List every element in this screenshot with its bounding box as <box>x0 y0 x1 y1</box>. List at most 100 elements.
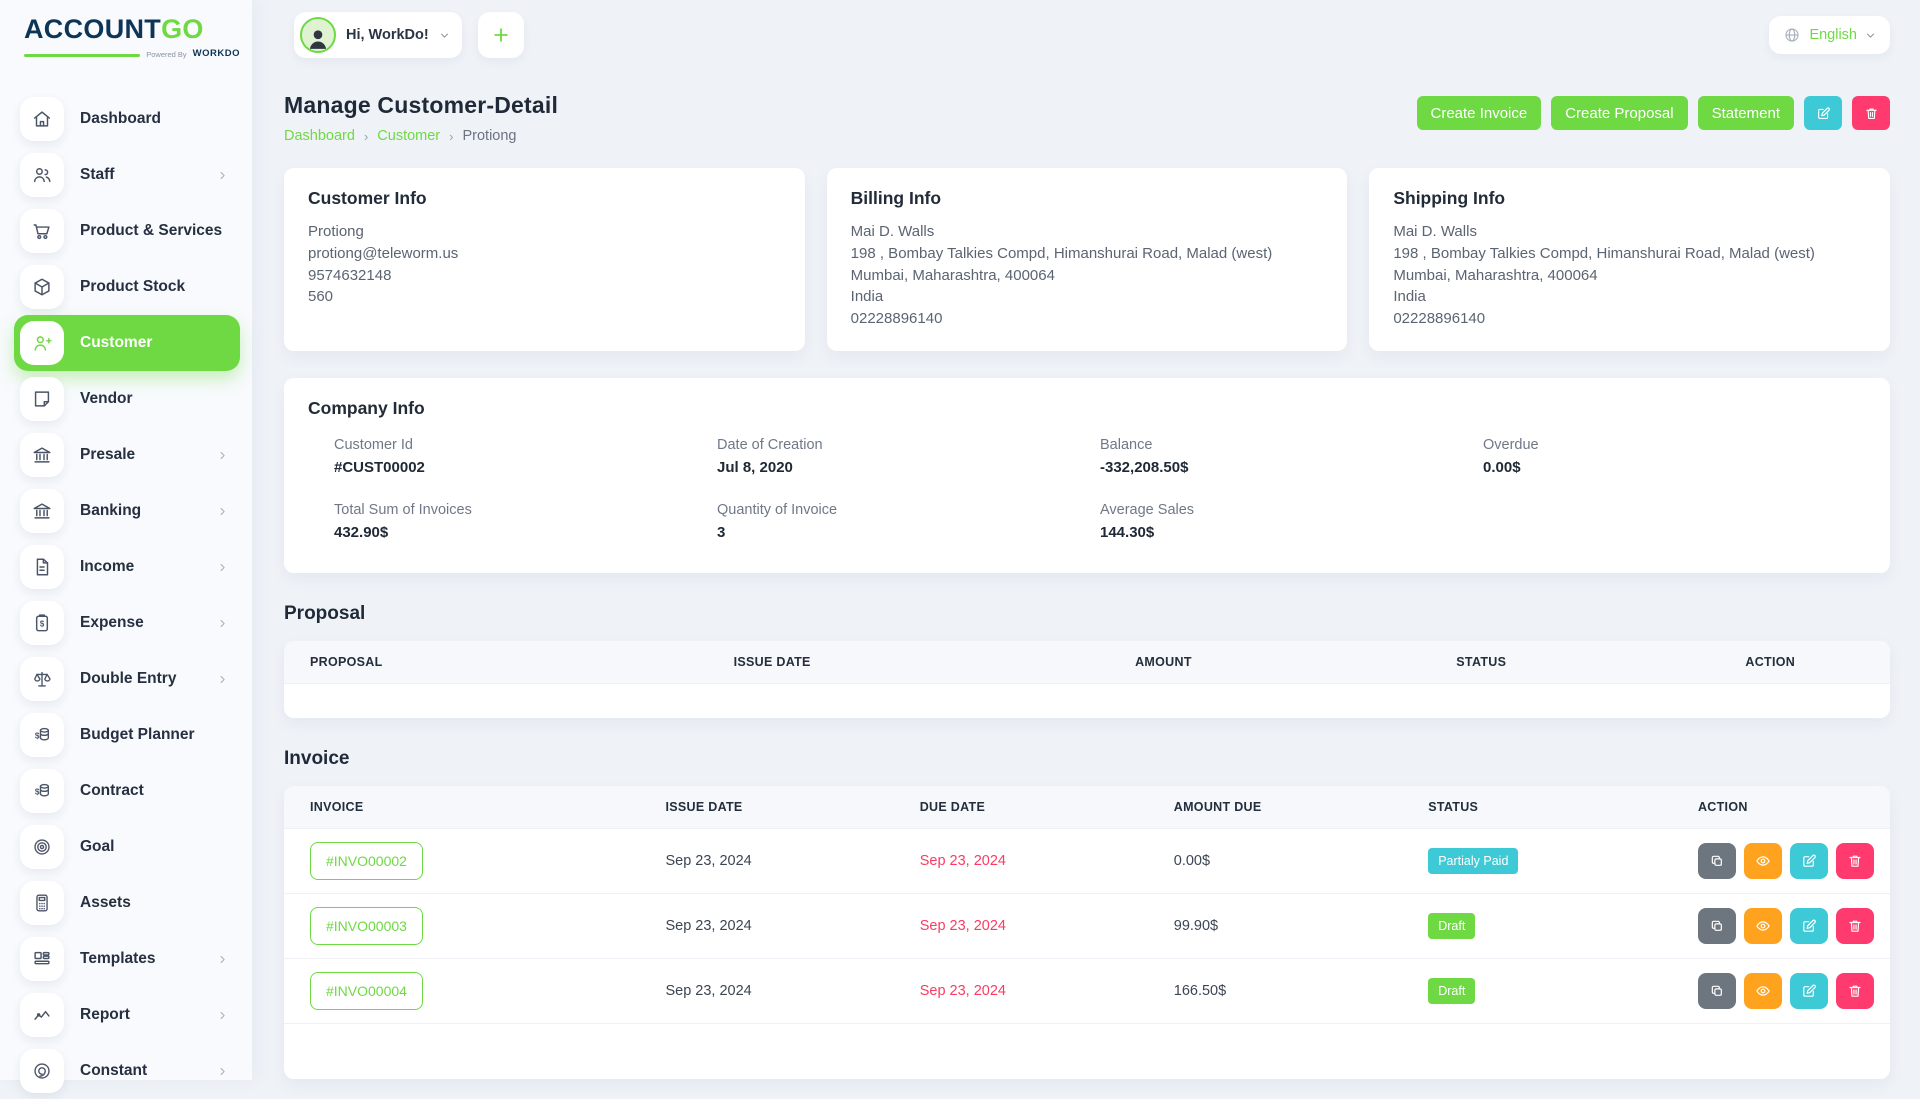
breadcrumb: Dashboard › Customer › Protiong <box>284 128 558 144</box>
scale-icon <box>20 657 64 701</box>
create-invoice-button[interactable]: Create Invoice <box>1416 96 1542 130</box>
breadcrumb-dashboard[interactable]: Dashboard <box>284 128 355 144</box>
invoice-number-link[interactable]: #INVO00003 <box>310 906 423 945</box>
sidebar-item-presale[interactable]: Presale <box>14 427 240 483</box>
sidebar-item-banking[interactable]: Banking <box>14 483 240 539</box>
field-average-sales: Average Sales 144.30$ <box>1100 502 1195 541</box>
edit-invoice-button[interactable] <box>1789 842 1828 879</box>
shipping-info-card: Shipping Info Mai D. Walls 198 , Bombay … <box>1369 168 1890 351</box>
sidebar-item-staff[interactable]: Staff <box>14 147 240 203</box>
layout-icon <box>20 937 64 981</box>
breadcrumb-current: Protiong <box>462 128 517 144</box>
breadcrumb-customer[interactable]: Customer <box>377 128 441 144</box>
sidebar-item-dashboard[interactable]: Dashboard <box>14 91 240 147</box>
customer-tax: 560 <box>308 288 334 306</box>
proposal-col-action: ACTION <box>1729 641 1890 684</box>
view-invoice-button[interactable] <box>1743 842 1782 879</box>
copy-icon <box>1709 918 1725 934</box>
breadcrumb-separator: › <box>449 128 454 144</box>
sidebar-item-report[interactable]: Report <box>14 987 240 1043</box>
sidebar-item-double-entry[interactable]: Double Entry <box>14 651 240 707</box>
sidebar-item-contract[interactable]: Contract <box>14 763 240 819</box>
sidebar-item-product-stock[interactable]: Product Stock <box>14 259 240 315</box>
delete-invoice-button[interactable] <box>1835 972 1874 1009</box>
invoice-heading: Invoice <box>284 747 350 769</box>
customer-phone: 9574632148 <box>308 266 392 284</box>
coins-icon <box>20 713 64 757</box>
billing-city: Mumbai, Maharashtra, 400064 <box>850 266 1055 284</box>
chevron-right-icon <box>217 562 228 573</box>
brand-logo-text: ACCOUNTGO <box>24 14 204 44</box>
invoice-number-link[interactable]: #INVO00002 <box>310 841 423 880</box>
statement-button[interactable]: Statement <box>1697 96 1794 130</box>
chart-icon <box>20 993 64 1037</box>
quick-add-button[interactable] <box>477 12 524 58</box>
view-invoice-button[interactable] <box>1743 972 1782 1009</box>
pencil-square-icon <box>1801 918 1817 934</box>
sidebar-item-vendor[interactable]: Vendor <box>14 371 240 427</box>
delete-customer-button[interactable] <box>1852 96 1890 130</box>
bank-icon <box>20 489 64 533</box>
trash-icon <box>1864 106 1879 121</box>
sidebar-item-budget-planner[interactable]: Budget Planner <box>14 707 240 763</box>
proposal-empty-row <box>284 684 1890 718</box>
billing-country: India <box>850 288 884 306</box>
create-proposal-button[interactable]: Create Proposal <box>1551 96 1688 130</box>
proposal-col-proposal: PROPOSAL <box>284 641 718 684</box>
sidebar-item-constant[interactable]: Constant <box>14 1043 240 1099</box>
invoice-issue-date: Sep 23, 2024 <box>649 957 904 1023</box>
sidebar-item-customer[interactable]: Customer <box>14 315 240 371</box>
customer-name: Protiong <box>308 223 364 240</box>
page-header: Manage Customer-Detail Dashboard › Custo… <box>284 92 1890 144</box>
sidebar-item-income[interactable]: Income <box>14 539 240 595</box>
pencil-square-icon <box>1801 983 1817 999</box>
invoice-table-clipped-row <box>284 1022 1890 1079</box>
view-invoice-button[interactable] <box>1743 907 1782 944</box>
delete-invoice-button[interactable] <box>1835 842 1874 879</box>
language-selector[interactable]: English <box>1769 16 1890 54</box>
field-quantity-of-invoice: Quantity of Invoice 3 <box>717 502 838 541</box>
topbar: Hi, WorkDo! English <box>284 0 1890 70</box>
invoice-amount-due: 99.90$ <box>1157 892 1413 958</box>
invoice-row: #INVO00003 Sep 23, 2024 Sep 23, 2024 99.… <box>284 892 1890 958</box>
chevron-right-icon <box>217 1066 228 1077</box>
edit-invoice-button[interactable] <box>1789 972 1828 1009</box>
duplicate-invoice-button[interactable] <box>1697 972 1736 1009</box>
field-date-of-creation: Date of Creation Jul 8, 2020 <box>717 437 823 476</box>
chevron-down-icon <box>1865 30 1876 41</box>
invoice-issue-date: Sep 23, 2024 <box>665 852 752 869</box>
invoice-col-status: STATUS <box>1412 785 1682 829</box>
plus-icon <box>491 25 511 45</box>
sidebar-item-expense[interactable]: Expense <box>14 595 240 651</box>
brand-logo[interactable]: ACCOUNTGO Powered By WORKDO <box>14 14 252 59</box>
target-icon <box>20 825 64 869</box>
proposal-table: PROPOSAL ISSUE DATE AMOUNT STATUS ACTION <box>284 641 1890 718</box>
powered-by-label: Powered By <box>146 50 187 59</box>
invoice-number-link[interactable]: #INVO00004 <box>310 971 423 1010</box>
sidebar-item-product-services[interactable]: Product & Services <box>14 203 240 259</box>
main-area: Hi, WorkDo! English Manage Customer-Deta… <box>252 0 1920 1080</box>
duplicate-invoice-button[interactable] <box>1697 842 1736 879</box>
trash-icon <box>1847 853 1863 869</box>
shipping-name: Mai D. Walls <box>1393 223 1477 240</box>
edit-customer-button[interactable] <box>1804 96 1842 130</box>
brand-underline <box>24 54 141 57</box>
chevron-right-icon <box>217 170 228 181</box>
globe-icon <box>1783 26 1801 44</box>
trash-icon <box>1847 983 1863 999</box>
user-menu[interactable]: Hi, WorkDo! <box>294 12 462 58</box>
copy-icon <box>1709 853 1725 869</box>
duplicate-invoice-button[interactable] <box>1697 907 1736 944</box>
billing-info-card: Billing Info Mai D. Walls 198 , Bombay T… <box>826 168 1348 351</box>
delete-invoice-button[interactable] <box>1835 907 1874 944</box>
status-badge: Partialy Paid <box>1428 847 1519 874</box>
users-icon <box>20 153 64 197</box>
sidebar-item-goal[interactable]: Goal <box>14 819 240 875</box>
sidebar-item-assets[interactable]: Assets <box>14 875 240 931</box>
calculator-icon <box>20 881 64 925</box>
chevron-right-icon <box>217 674 228 685</box>
edit-invoice-button[interactable] <box>1789 907 1828 944</box>
sidebar-item-templates[interactable]: Templates <box>14 931 240 987</box>
invoice-amount-due: 0.00$ <box>1173 852 1211 869</box>
invoice-col-due-date: DUE DATE <box>903 785 1158 829</box>
